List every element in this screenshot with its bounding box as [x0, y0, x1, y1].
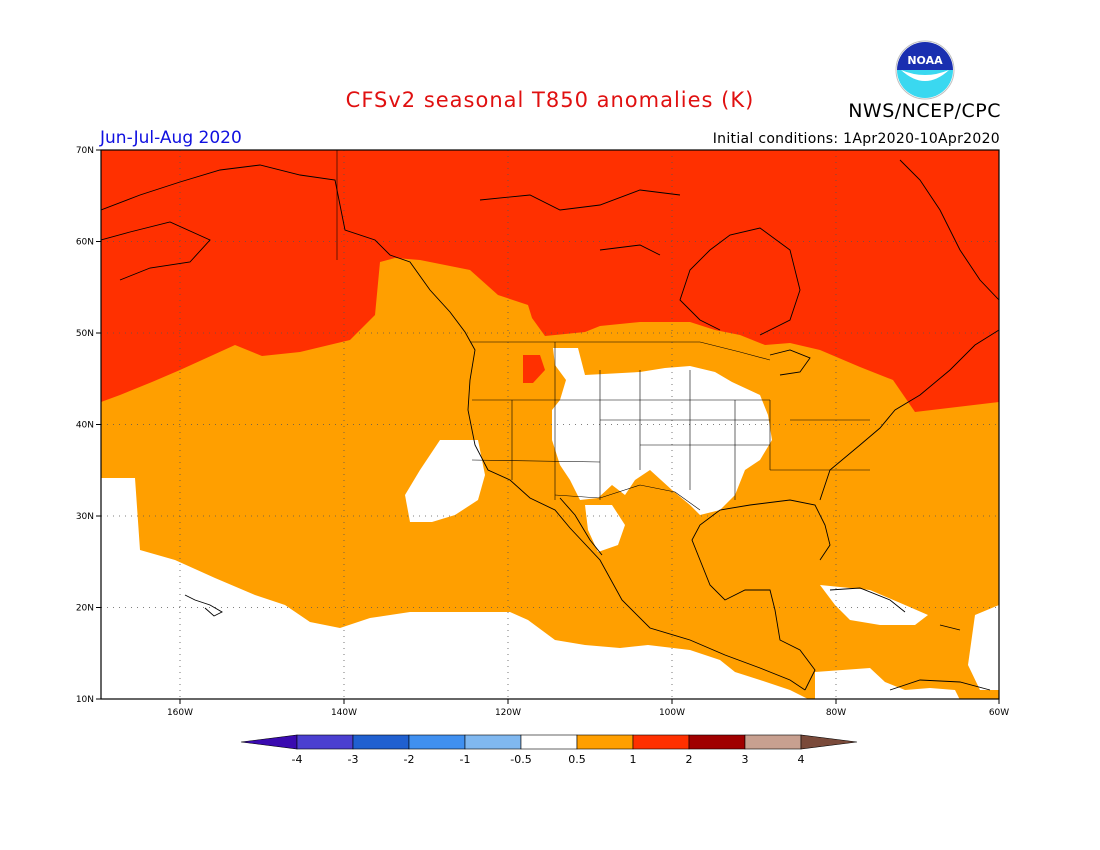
- colorbar-swatch: [576, 734, 634, 750]
- colorbar-swatch: [352, 734, 410, 750]
- colorbar-label: 0.5: [568, 753, 586, 766]
- season-label: Jun-Jul-Aug 2020: [100, 128, 242, 148]
- colorbar-label: 3: [742, 753, 749, 766]
- neutral-region-east-caribbean: [968, 605, 999, 690]
- colorbar-label: -1: [460, 753, 471, 766]
- lat-label: 30N: [76, 512, 94, 522]
- colorbar-swatch: [520, 734, 578, 750]
- lon-ticks: [179, 699, 1000, 704]
- political-borders: [336, 150, 870, 511]
- colorbar-swatch: [296, 734, 354, 750]
- colorbar-swatch: [464, 734, 522, 750]
- neutral-region-pacific: [405, 440, 485, 522]
- colorbar-swatch: [632, 734, 690, 750]
- lon-label: 100W: [659, 708, 685, 718]
- noaa-logo: NOAA: [895, 40, 955, 100]
- lat-label: 50N: [76, 329, 94, 339]
- colorbar-label: 4: [798, 753, 805, 766]
- lon-label: 160W: [167, 708, 193, 718]
- lat-label: 60N: [76, 238, 94, 248]
- lat-label: 70N: [76, 146, 94, 156]
- lat-label: 40N: [76, 421, 94, 431]
- colorbar-label: -3: [348, 753, 359, 766]
- logo-text: NOAA: [907, 54, 943, 67]
- lon-label: 120W: [495, 708, 521, 718]
- lon-label: 60W: [989, 708, 1009, 718]
- colorbar-swatch: [688, 734, 746, 750]
- strong-warm-region: [101, 150, 999, 412]
- neutral-region-south-america: [815, 668, 960, 699]
- colorbar-arrow-low: [240, 734, 298, 750]
- colorbar-label: -4: [292, 753, 303, 766]
- initial-conditions-label: Initial conditions: 1Apr2020-10Apr2020: [712, 131, 1000, 147]
- neutral-region-central-us: [552, 348, 772, 515]
- lat-ticks: [96, 149, 101, 700]
- colorbar-label: 2: [686, 753, 693, 766]
- anomaly-field: [101, 150, 999, 699]
- colorbar-arrow-high: [800, 734, 858, 750]
- lon-label: 140W: [331, 708, 357, 718]
- coastlines: [101, 159, 999, 691]
- neutral-region-caribbean: [820, 585, 928, 625]
- map-title: CFSv2 seasonal T850 anomalies (K): [345, 88, 755, 112]
- credit-label: NWS/NCEP/CPC: [848, 100, 1001, 122]
- lat-label: 20N: [76, 604, 94, 614]
- strong-warm-patch: [523, 355, 545, 383]
- colorbar-label: 1: [630, 753, 637, 766]
- colorbar: [240, 734, 858, 750]
- colorbar-swatch: [744, 734, 802, 750]
- colorbar-label: -2: [404, 753, 415, 766]
- colorbar-label: -0.5: [510, 753, 531, 766]
- lon-label: 80W: [826, 708, 846, 718]
- neutral-region-south-pacific: [101, 478, 808, 699]
- lat-label: 10N: [76, 695, 94, 705]
- colorbar-labels: -4 -3 -2 -1 -0.5 0.5 1 2 3 4: [292, 753, 805, 766]
- colorbar-swatch: [408, 734, 466, 750]
- neutral-region-mexico: [585, 505, 625, 552]
